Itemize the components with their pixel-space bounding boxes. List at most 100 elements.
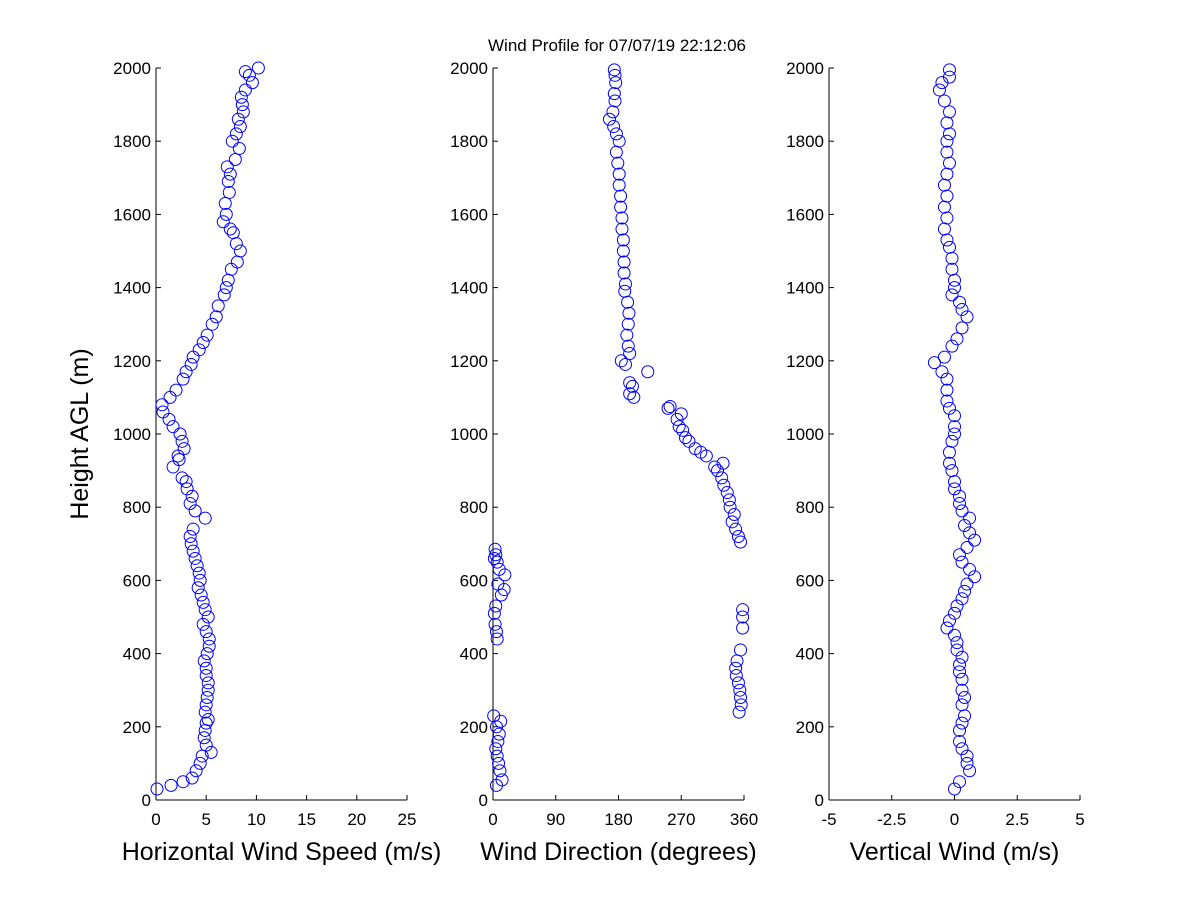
speed-data-point [222, 185, 236, 199]
direction-data-point [734, 535, 748, 549]
direction-y-tick-label: 0 [479, 791, 488, 810]
direction-data-point [618, 284, 632, 298]
vertical-data-point [937, 178, 951, 192]
vertical-y-tick-label: 1600 [786, 205, 824, 224]
vertical-data-point [955, 683, 969, 697]
speed-data-point [176, 372, 190, 386]
speed-y-tick-label: 800 [123, 498, 151, 517]
vertical-data-point [955, 650, 969, 664]
speed-data-point [234, 90, 248, 104]
speed-data-point [245, 76, 259, 90]
speed-data-point [197, 731, 211, 745]
direction-data-point [623, 376, 637, 390]
vertical-data-point [932, 83, 946, 97]
speed-data-point [175, 434, 189, 448]
speed-data-point [198, 511, 212, 525]
speed-data-point [177, 442, 191, 456]
vertical-data-point [963, 511, 977, 525]
vertical-data-point [940, 233, 954, 247]
vertical-data-point [948, 427, 961, 441]
direction-data-point [614, 189, 628, 203]
direction-data-point [489, 625, 503, 639]
speed-data-point [238, 83, 252, 97]
direction-data-point [489, 742, 503, 756]
vertical-x-tick-label: 5 [1075, 810, 1084, 829]
vertical-data-point [955, 555, 969, 569]
speed-data-point [238, 65, 252, 79]
vertical-data-point [950, 643, 964, 657]
vertical-data-point [937, 222, 951, 236]
speed-data-point [216, 215, 230, 229]
speed-data-point [196, 617, 210, 631]
direction-y-tick-label: 2000 [450, 59, 488, 78]
speed-data-point [230, 255, 244, 269]
direction-data-point [682, 434, 696, 448]
vertical-x-axis-label: Vertical Wind (m/s) [850, 838, 1060, 866]
speed-y-tick-label: 0 [142, 791, 151, 810]
vertical-y-tick-label: 2000 [786, 59, 824, 78]
direction-y-tick-label: 800 [460, 498, 488, 517]
speed-data-point [180, 482, 194, 496]
speed-data-point [184, 357, 198, 371]
vertical-data-point [940, 621, 954, 635]
direction-data-point [617, 266, 631, 280]
vertical-data-point [942, 156, 956, 170]
direction-data-point [489, 599, 503, 613]
vertical-data-point [942, 401, 956, 415]
vertical-data-point [940, 116, 954, 130]
speed-data-point [193, 573, 207, 587]
direction-data-point [490, 749, 504, 763]
speed-data-point [236, 105, 250, 119]
speed-data-point [192, 343, 206, 357]
speed-data-point [228, 153, 242, 166]
vertical-y-tick-label: 800 [796, 498, 824, 517]
speed-data-point [229, 127, 243, 141]
direction-data-point [715, 471, 729, 485]
direction-data-point [617, 255, 631, 269]
vertical-data-point [950, 636, 964, 650]
direction-data-point [491, 734, 505, 748]
vertical-data-point [958, 584, 972, 598]
speed-data-point [199, 738, 213, 752]
speed-data-point [186, 350, 200, 364]
vertical-data-point [948, 475, 961, 489]
speed-y-tick-label: 600 [123, 571, 151, 590]
direction-y-tick-label: 1600 [450, 205, 488, 224]
direction-x-tick-label: 0 [488, 810, 497, 829]
vertical-data-point [948, 628, 961, 642]
speed-y-tick-label: 1400 [113, 279, 151, 298]
direction-data-point [607, 87, 621, 101]
vertical-y-tick-label: 200 [796, 718, 824, 737]
vertical-data-point [950, 332, 964, 346]
speed-data-point [199, 625, 213, 639]
direction-data-point [492, 756, 506, 770]
speed-data-point [224, 262, 238, 276]
direction-data-point [490, 555, 504, 569]
direction-data-point [622, 306, 636, 320]
speed-data-point [209, 310, 223, 324]
speed-x-tick-label: 25 [398, 810, 417, 829]
direction-data-point [606, 105, 620, 119]
direction-y-tick-label: 1800 [450, 132, 488, 151]
direction-data-point [625, 379, 639, 393]
speed-x-tick-label: 5 [201, 810, 210, 829]
speed-data-point [231, 112, 245, 126]
direction-data-point [611, 156, 625, 170]
direction-data-point [493, 764, 507, 778]
direction-data-point [609, 145, 623, 159]
speed-data-point [166, 460, 180, 474]
direction-data-point [723, 500, 737, 514]
direction-data-point [618, 357, 632, 371]
speed-data-point [229, 237, 243, 251]
direction-data-point [672, 420, 686, 434]
direction-data-point [487, 606, 501, 620]
direction-data-point [729, 669, 743, 683]
direction-y-tick-label: 1400 [450, 279, 488, 298]
speed-data-point [217, 288, 231, 302]
vertical-data-point [942, 70, 956, 84]
speed-data-point [188, 551, 202, 565]
vertical-data-point [960, 310, 974, 324]
speed-data-point [196, 336, 210, 349]
vertical-data-point [953, 723, 967, 737]
direction-data-point [608, 68, 622, 82]
